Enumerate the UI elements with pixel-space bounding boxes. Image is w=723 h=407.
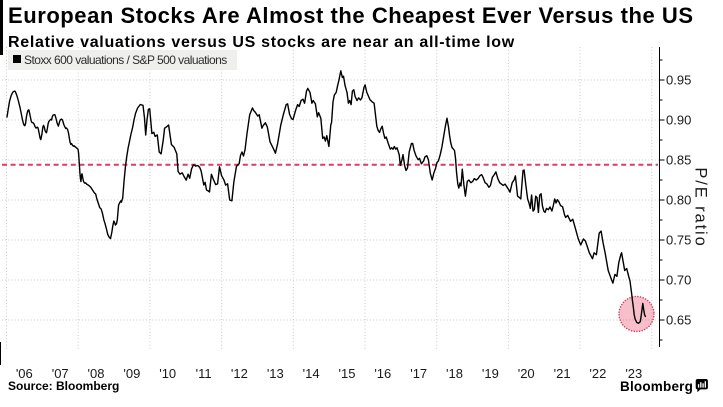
svg-text:'22: '22 xyxy=(589,366,606,381)
svg-text:'09: '09 xyxy=(123,366,140,381)
svg-text:'19: '19 xyxy=(482,366,499,381)
svg-text:'17: '17 xyxy=(410,366,427,381)
svg-text:'23: '23 xyxy=(625,366,642,381)
svg-text:'14: '14 xyxy=(303,366,320,381)
svg-text:'11: '11 xyxy=(196,366,212,381)
svg-text:0.70: 0.70 xyxy=(666,273,691,288)
svg-text:'18: '18 xyxy=(446,366,463,381)
svg-text:0.95: 0.95 xyxy=(666,73,691,88)
svg-text:'10: '10 xyxy=(159,366,176,381)
svg-text:'16: '16 xyxy=(374,366,391,381)
svg-text:'15: '15 xyxy=(339,366,356,381)
svg-text:0.75: 0.75 xyxy=(666,233,691,248)
svg-text:'13: '13 xyxy=(267,366,284,381)
svg-text:P/E ratio: P/E ratio xyxy=(692,167,710,247)
svg-text:'06: '06 xyxy=(16,366,33,381)
svg-text:0.65: 0.65 xyxy=(666,313,691,328)
svg-text:'08: '08 xyxy=(88,366,105,381)
svg-text:0.90: 0.90 xyxy=(666,113,691,128)
svg-text:'07: '07 xyxy=(52,366,69,381)
svg-text:0.85: 0.85 xyxy=(666,153,691,168)
svg-text:'12: '12 xyxy=(231,366,248,381)
svg-text:'20: '20 xyxy=(518,366,535,381)
svg-text:0.80: 0.80 xyxy=(666,193,691,208)
svg-text:'21: '21 xyxy=(554,366,571,381)
